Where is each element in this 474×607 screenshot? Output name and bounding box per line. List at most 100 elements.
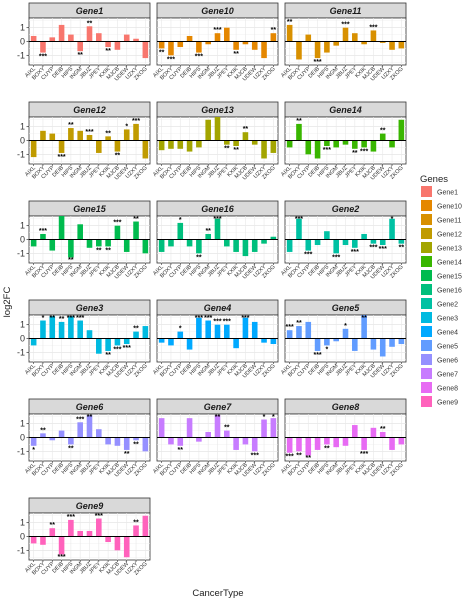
significance-stars: *** <box>213 216 221 223</box>
bar-ingm <box>333 41 339 46</box>
facet-panel-gene4: Gene4**** ****** ******AIXLBOXYCUYPDEIBHIP… <box>152 299 279 380</box>
bar-zkog <box>398 437 405 445</box>
significance-stars: *** <box>313 352 321 359</box>
bar-kxik <box>233 239 239 252</box>
bar-jbuz <box>86 239 93 248</box>
significance-stars: * <box>179 326 182 333</box>
bar-jpey <box>96 239 102 247</box>
bar-ingm <box>333 239 339 254</box>
bar-jbuz <box>86 415 93 438</box>
bar-boxy <box>40 41 46 53</box>
bar-boxy <box>296 218 302 240</box>
x-axis-title: CancerType <box>192 588 243 599</box>
bar-hips <box>68 437 74 445</box>
significance-stars: *** <box>341 22 349 29</box>
bar-udew <box>379 133 386 141</box>
bar-cuyp <box>49 37 56 42</box>
y-tick-label: 1 <box>20 419 25 429</box>
bar-uzxy <box>261 41 267 59</box>
bar-kxik <box>105 536 111 543</box>
facet-title: Gene13 <box>201 105 234 115</box>
bar-deib <box>58 24 65 42</box>
legend-key-gene13 <box>421 242 432 253</box>
legend-label: Gene14 <box>437 260 462 267</box>
y-tick-label: 0 <box>20 433 25 443</box>
bar-cuyp <box>49 133 56 141</box>
significance-stars: *** <box>195 315 203 322</box>
bar-jbuz <box>214 324 221 339</box>
significance-stars: ** <box>77 52 83 59</box>
significance-stars: ** <box>271 27 277 34</box>
bar-kxik <box>361 437 367 450</box>
legend: Genes Gene1 Gene10 Gene11 Gene12 Gene13 Gene14… <box>420 174 462 407</box>
bar-zkog <box>142 515 149 537</box>
bar-uzxy <box>133 221 139 240</box>
bar-deib <box>186 35 193 42</box>
bar-deib <box>58 321 65 339</box>
significance-stars: * <box>344 323 347 330</box>
y-tick-label: 1 <box>20 23 25 33</box>
significance-stars: ** <box>361 315 367 322</box>
facet-title: Gene4 <box>204 303 232 313</box>
bar-aixl <box>286 140 293 148</box>
bar-ingm <box>205 431 211 438</box>
bar-cuyp <box>49 239 56 251</box>
bar-mjcb <box>242 239 249 257</box>
bar-ingm <box>205 41 211 45</box>
bar-uzxy <box>389 140 395 148</box>
significance-stars: ** <box>233 51 239 58</box>
legend-title: Genes <box>420 174 448 185</box>
facet-title: Gene16 <box>201 204 235 214</box>
bar-udew <box>123 536 130 558</box>
bar-zkog <box>270 418 277 438</box>
significance-stars: ** <box>96 247 102 254</box>
bar-uzxy <box>389 437 395 450</box>
significance-stars: *** <box>379 246 387 253</box>
bar-hips <box>68 128 74 141</box>
bar-zkog <box>270 236 277 240</box>
bar-ingm <box>77 422 83 438</box>
bar-mjcb <box>114 536 121 551</box>
significance-stars: *** <box>123 345 131 352</box>
facet-title: Gene2 <box>332 204 360 214</box>
facet-panel-gene13: Gene13** ****AIXLBOXYCUYPDEIBHIPSINGMJBUZ… <box>152 101 279 182</box>
bar-hips <box>324 437 330 445</box>
bar-jpey <box>224 239 230 247</box>
bar-mjcb <box>242 41 249 45</box>
bar-ingm <box>205 119 211 141</box>
significance-stars: ** <box>306 455 312 462</box>
bar-ingm <box>77 41 83 52</box>
significance-stars: ** <box>105 48 111 55</box>
bar-boxy <box>168 338 174 346</box>
bar-udew <box>251 437 258 452</box>
legend-label: Gene9 <box>437 400 458 407</box>
legend-key-gene8 <box>421 382 432 393</box>
significance-stars: *** <box>95 513 103 520</box>
bar-aixl <box>158 41 165 49</box>
legend-key-gene9 <box>421 396 432 407</box>
bar-mjcb <box>370 427 377 438</box>
bar-jpey <box>352 140 358 149</box>
significance-stars: ** <box>133 216 139 223</box>
significance-stars: ** <box>50 315 56 322</box>
facet-panel-gene7: Gene7********** *AIXLBOXYCUYPDEIBHIPSINGM… <box>152 398 279 479</box>
bar-udew <box>251 321 258 339</box>
bar-ingm <box>333 338 339 342</box>
bar-mjcb <box>114 437 121 446</box>
bar-udew <box>379 41 386 43</box>
bar-kxik <box>361 233 367 240</box>
y-tick-label: -1 <box>17 347 25 357</box>
bar-aixl <box>158 338 165 343</box>
facet-title: Gene10 <box>201 6 234 16</box>
bar-hips <box>324 231 330 240</box>
y-tick-label: 0 <box>20 37 25 47</box>
bar-kxik <box>233 437 239 450</box>
significance-stars: *** <box>286 324 294 331</box>
bar-jpey <box>224 27 230 42</box>
bar-jpey <box>352 338 358 351</box>
bar-zkog <box>398 239 405 244</box>
significance-stars: *** <box>323 147 331 154</box>
significance-stars: ** <box>159 49 165 56</box>
bar-jbuz <box>214 33 221 42</box>
